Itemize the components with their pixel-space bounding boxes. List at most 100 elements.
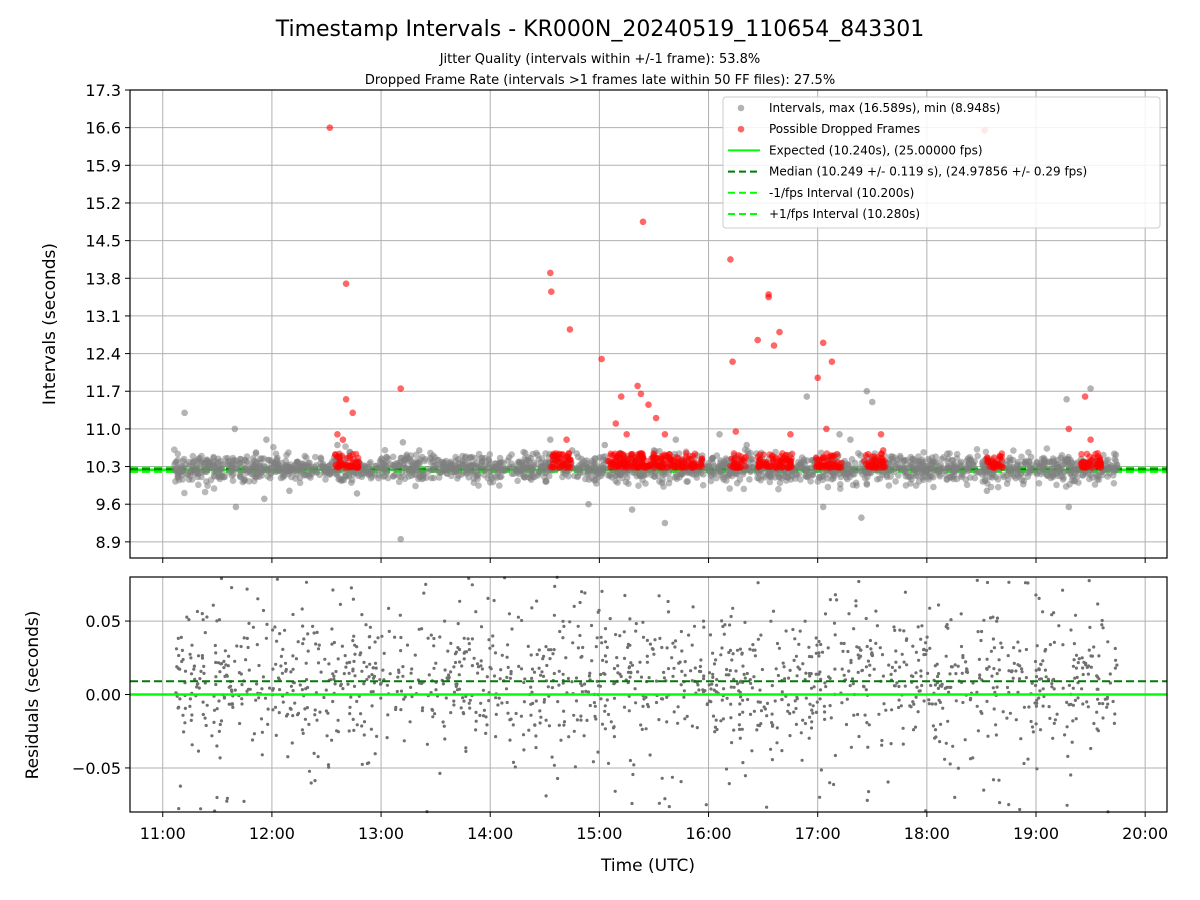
interval-point [181,489,188,497]
residual-point [949,665,954,669]
residual-point [514,711,518,716]
residual-point [817,654,821,658]
residual-point [594,717,598,721]
residual-point [1007,669,1011,673]
interval-point [198,473,205,481]
interval-point [584,464,592,471]
residual-point [645,660,650,664]
residual-point [728,669,732,673]
dropped-frame-point [880,463,888,471]
residual-point [557,723,561,727]
residual-point [1024,647,1028,652]
residual-point [306,649,310,653]
residual-point [1031,730,1035,734]
residual-point [305,706,309,710]
interval-point [477,455,485,462]
residual-point [631,772,635,777]
residual-point [1037,596,1041,601]
dropped-frame-point [814,374,821,382]
residual-point [180,648,184,653]
residual-point [539,715,543,719]
dropped-frame-point [733,463,741,471]
y-tick-label: 12.4 [85,345,121,364]
residual-point [488,665,492,669]
residual-point [559,738,563,742]
residual-point [1016,640,1020,644]
residual-point [365,665,369,669]
residual-point [533,723,537,727]
residual-point [183,721,187,725]
dropped-frame-point [1065,425,1073,433]
residual-point [854,599,858,603]
residual-point [861,684,866,688]
residual-point [526,644,530,649]
interval-point [635,482,642,490]
interval-point [261,495,268,503]
residual-point [801,718,805,722]
residual-point [284,714,289,718]
interval-point [1021,458,1028,466]
dropped-frame-point [754,453,762,461]
residual-point [991,615,995,619]
residual-point [882,702,886,706]
residual-point [895,681,899,685]
residual-point [1018,807,1022,812]
residual-point [662,670,666,675]
residual-point [808,715,812,719]
residual-point [252,732,256,736]
dropped-frame-point [828,358,836,366]
residual-point [516,615,521,619]
residual-point [800,758,804,762]
residual-point [505,655,509,659]
residual-point [462,651,466,655]
dropped-frame-point [760,451,767,458]
residual-point [833,593,838,597]
residual-point [732,677,736,681]
residual-point [1001,710,1005,714]
residual-point [1065,700,1069,705]
interval-point [427,454,434,462]
residual-point [446,677,450,682]
interval-point [525,457,532,464]
interval-point [699,481,707,489]
residual-point [809,686,814,690]
residual-point [369,727,373,731]
interval-point [887,453,895,460]
residual-point [696,683,700,687]
residual-point [240,702,244,706]
residual-point [1012,646,1016,650]
interval-point [185,476,193,483]
residual-point [279,664,283,668]
interval-point [517,467,525,474]
residual-point [1076,661,1080,665]
interval-point [766,478,774,486]
residual-point [998,801,1002,805]
residual-point [176,666,180,670]
residual-point [1052,611,1056,615]
interval-point [1027,453,1035,461]
interval-point [381,446,389,454]
residual-point [443,737,447,741]
residual-point [464,749,468,754]
residual-point [522,748,526,752]
residual-point [719,653,723,657]
residual-point [1087,648,1091,652]
residual-point [220,662,224,666]
residual-point [667,805,671,809]
residual-point [255,643,259,647]
residual-point [271,667,275,671]
residual-point [441,682,445,686]
interval-point [321,468,329,476]
residual-point [447,673,451,677]
residual-point [550,755,554,759]
residual-point [1077,657,1081,661]
residual-point [497,696,501,700]
residual-point [385,683,389,687]
interval-point [474,475,481,483]
residual-point [698,664,703,669]
residual-point [545,663,549,668]
residual-point [864,688,868,692]
dropped-frame-point [872,464,880,471]
residual-point [985,657,989,661]
residual-point [1034,722,1038,726]
